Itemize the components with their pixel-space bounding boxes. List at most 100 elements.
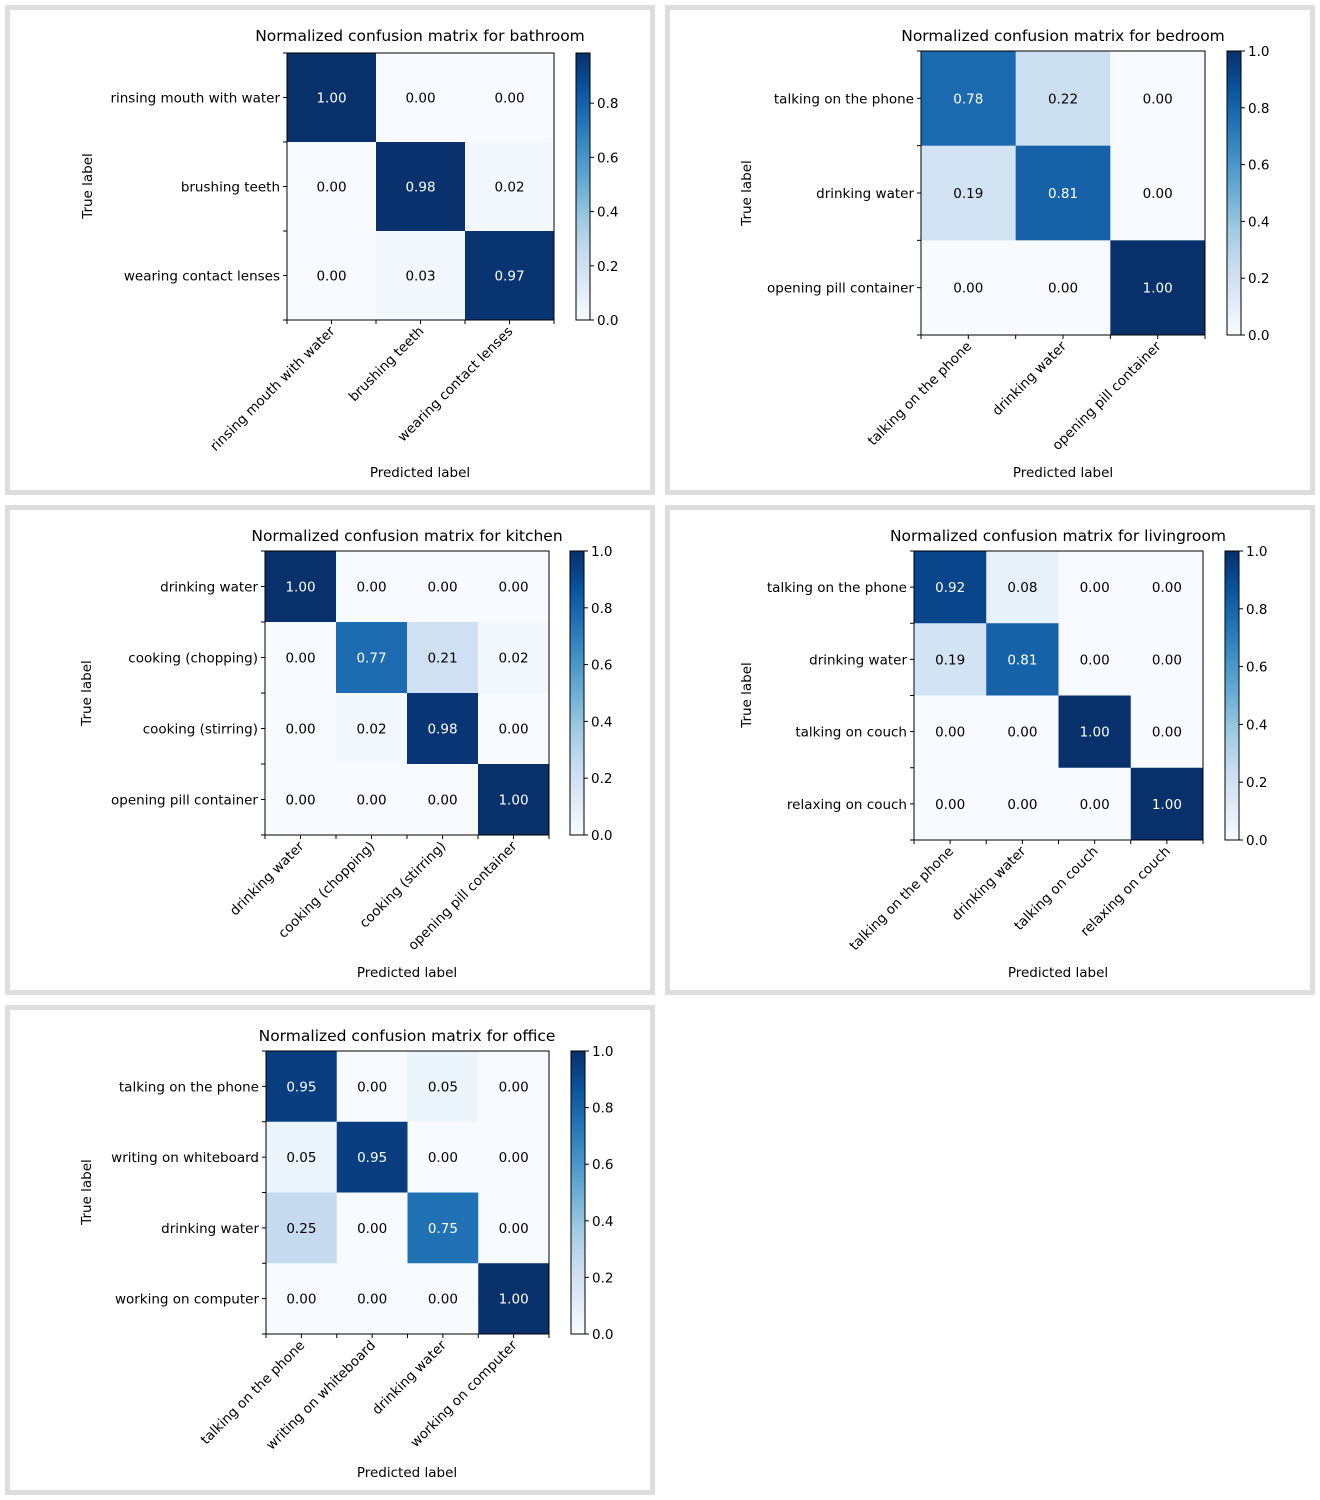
heatmap-cell (265, 551, 337, 623)
x-tick-label: opening pill container (1049, 338, 1165, 454)
x-tick-label: drinking water (989, 338, 1070, 419)
heatmap-cell (914, 551, 987, 624)
x-axis-label: Predicted label (370, 465, 470, 481)
cell-value-label: 1.00 (499, 1292, 529, 1308)
cell-value-label: 0.00 (1080, 797, 1110, 813)
heatmap-cell (1110, 240, 1206, 336)
colorbar-tick-label: 0.0 (597, 313, 618, 329)
cell-value-label: 0.00 (285, 722, 315, 738)
heatmap-cell (407, 622, 479, 694)
cell-value-label: 1.00 (1080, 725, 1110, 741)
heatmap-cell (1058, 695, 1132, 769)
heatmap-cell (1110, 145, 1206, 241)
heatmap-cell (265, 693, 337, 765)
cell-value-label: 0.00 (316, 180, 346, 196)
heatmap-cell (266, 1051, 338, 1123)
heatmap-cell (407, 764, 479, 836)
y-axis-label: True label (739, 662, 755, 729)
colorbar-tick-label: 0.0 (1246, 833, 1267, 849)
chart-title: Normalized confusion matrix for kitchen (251, 527, 562, 545)
cell-value-label: 0.00 (499, 1150, 529, 1166)
cell-value-label: 0.00 (1007, 797, 1037, 813)
heatmap-cell (266, 1263, 338, 1335)
heatmap-cell (336, 693, 408, 765)
heatmap-cell (266, 1192, 338, 1264)
colorbar-tick-label: 0.4 (592, 1214, 613, 1230)
y-tick-label: talking on the phone (119, 1079, 259, 1095)
colorbar (1226, 50, 1242, 336)
chart-title: Normalized confusion matrix for office (259, 1027, 556, 1045)
cell-value-label: 0.00 (356, 793, 386, 809)
cell-value-label: 0.00 (499, 1221, 529, 1237)
panel-bathroom: Normalized confusion matrix for bathroom… (5, 5, 655, 495)
cell-value-label: 0.00 (428, 1150, 458, 1166)
heatmap-cell (1015, 51, 1111, 147)
heatmap-cell (336, 1192, 408, 1264)
colorbar-tick-label: 0.0 (1248, 328, 1269, 344)
heatmap-cell (287, 142, 377, 232)
colorbar (1224, 550, 1240, 841)
cell-value-label: 1.00 (285, 580, 315, 596)
cell-value-label: 0.00 (357, 1221, 387, 1237)
cell-value-label: 0.00 (428, 1292, 458, 1308)
confusion-matrix-livingroom: Normalized confusion matrix for livingro… (739, 527, 1267, 981)
colorbar-tick-label: 0.4 (591, 714, 612, 730)
y-tick-label: cooking (stirring) (143, 722, 258, 738)
y-tick-label: drinking water (809, 652, 907, 668)
heatmap-cell (336, 1263, 408, 1335)
colorbar-tick-label: 0.0 (591, 828, 612, 844)
colorbar-tick-label: 1.0 (1248, 44, 1269, 60)
heatmap-cell (265, 764, 337, 836)
cell-value-label: 0.02 (356, 722, 386, 738)
heatmap-cell (1130, 551, 1204, 624)
cell-value-label: 0.00 (285, 651, 315, 667)
confusion-matrix-kitchen: Normalized confusion matrix for kitchen 1… (79, 527, 612, 981)
heatmap-cell (478, 1192, 550, 1264)
y-tick-label: talking on the phone (767, 580, 907, 596)
y-tick-label: rinsing mouth with water (110, 91, 280, 107)
colorbar-tick-label: 0.4 (1246, 717, 1267, 733)
heatmap-cell (478, 622, 550, 694)
y-tick-label: working on computer (115, 1292, 260, 1308)
colorbar-tick-label: 0.2 (1248, 271, 1269, 287)
y-axis-label: True label (79, 1159, 95, 1226)
heatmap-cell (986, 767, 1059, 841)
x-tick-label: drinking water (369, 1337, 450, 1418)
colorbar-tick-label: 0.8 (592, 1101, 613, 1117)
heatmap-cell (336, 764, 408, 836)
y-tick-label: cooking (chopping) (128, 651, 258, 667)
heatmap-cell (1110, 51, 1206, 147)
x-axis-label: Predicted label (1008, 965, 1108, 981)
heatmap-cell (921, 51, 1017, 147)
cell-value-label: 0.00 (1143, 186, 1173, 202)
cell-value-label: 0.00 (1080, 652, 1110, 668)
panel-kitchen: Normalized confusion matrix for kitchen 1… (5, 505, 655, 995)
y-tick-label: talking on couch (795, 725, 907, 741)
cell-value-label: 0.95 (286, 1079, 316, 1095)
cell-value-label: 0.03 (405, 269, 435, 285)
colorbar-tick-label: 0.8 (597, 96, 618, 112)
cell-value-label: 0.00 (953, 281, 983, 297)
cell-value-label: 0.00 (427, 793, 457, 809)
cell-value-label: 0.81 (1048, 186, 1078, 202)
heatmap-cell (336, 1121, 408, 1193)
colorbar-tick-label: 0.2 (1246, 775, 1267, 791)
chart-title: Normalized confusion matrix for bedroom (901, 27, 1225, 45)
heatmap-cell (478, 764, 550, 836)
heatmap-cell (1058, 623, 1132, 696)
cell-value-label: 0.02 (498, 651, 528, 667)
cell-value-label: 0.02 (494, 180, 524, 196)
cell-value-label: 0.00 (1152, 652, 1182, 668)
x-axis-label: Predicted label (357, 965, 457, 981)
cell-value-label: 1.00 (316, 91, 346, 107)
panel-office: Normalized confusion matrix for office 0.… (5, 1005, 655, 1495)
colorbar-tick-label: 0.4 (1248, 214, 1269, 230)
y-tick-label: relaxing on couch (787, 797, 907, 813)
colorbar-tick-label: 0.6 (591, 658, 612, 674)
x-tick-label: brushing teeth (346, 324, 427, 405)
heatmap-cell (266, 1121, 338, 1193)
heatmap-cell (914, 623, 987, 696)
heatmap-cell (376, 53, 466, 143)
cell-value-label: 0.00 (1152, 725, 1182, 741)
heatmap-cell (914, 767, 987, 841)
